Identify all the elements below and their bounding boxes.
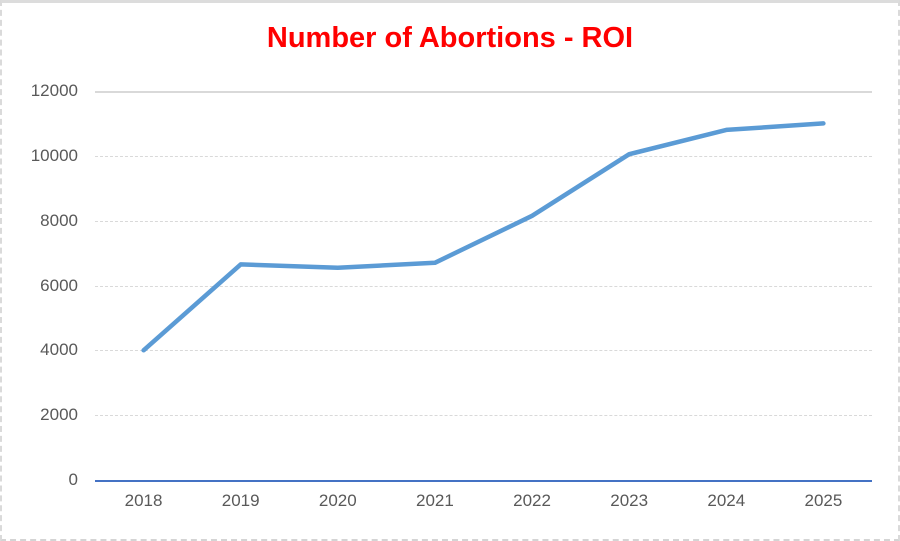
- data-line: [141, 121, 826, 353]
- x-tick-label: 2023: [610, 491, 649, 510]
- y-tick-label: 2000: [40, 405, 78, 425]
- x-tick-label: 2022: [513, 491, 551, 510]
- x-tick-label: 2025: [804, 491, 843, 510]
- y-tick-label: 6000: [40, 275, 78, 295]
- x-tick-label: 2019: [221, 491, 260, 510]
- gridline: [95, 285, 872, 287]
- y-tick-label: 12000: [30, 81, 78, 100]
- y-tick-label: 4000: [40, 340, 78, 360]
- gridline: [95, 91, 872, 93]
- line-series: [141, 121, 826, 353]
- gridline: [95, 415, 872, 417]
- x-tick-label: 2024: [707, 491, 746, 510]
- x-tick-label: 2018: [124, 491, 163, 510]
- chart-title: Number of Abortions - ROI: [266, 22, 634, 54]
- x-axis-line: [95, 480, 872, 482]
- y-tick-label: 0: [68, 470, 78, 489]
- gridline: [95, 155, 872, 157]
- x-tick-label: 2020: [318, 491, 357, 510]
- y-tick-label: 10000: [30, 145, 78, 165]
- y-tick-label: 8000: [40, 210, 78, 230]
- plot-area: [95, 91, 872, 482]
- x-tick-label: 2021: [416, 491, 454, 510]
- gridline: [95, 220, 872, 222]
- gridline: [95, 350, 872, 352]
